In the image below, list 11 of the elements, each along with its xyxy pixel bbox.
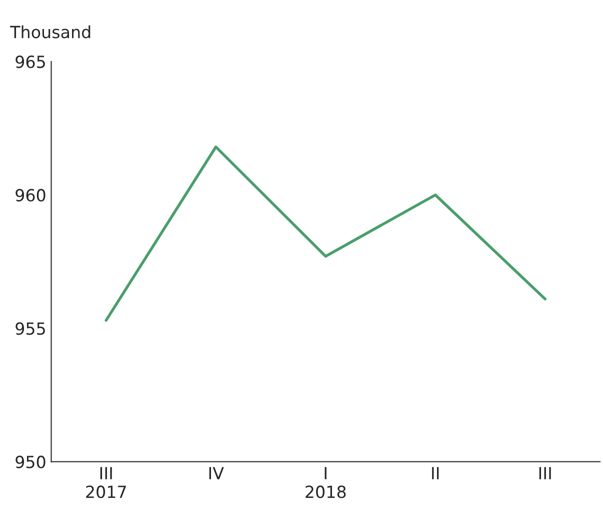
x-tick-label: III 2017 [86, 467, 126, 498]
y-tick-label: 955 [16, 322, 45, 335]
y-tick-label: 960 [16, 188, 46, 202]
y-tick-label: 965 [16, 56, 45, 68]
x-tick-label: II [432, 467, 439, 480]
y-tick-label: 950 [16, 456, 46, 468]
x-tick-label: III [539, 467, 551, 480]
y-axis-title: Thousand [10, 25, 90, 38]
x-tick-label: I 2018 [306, 467, 346, 498]
x-tick-label: IV [209, 467, 224, 480]
line-series [104, 146, 546, 322]
